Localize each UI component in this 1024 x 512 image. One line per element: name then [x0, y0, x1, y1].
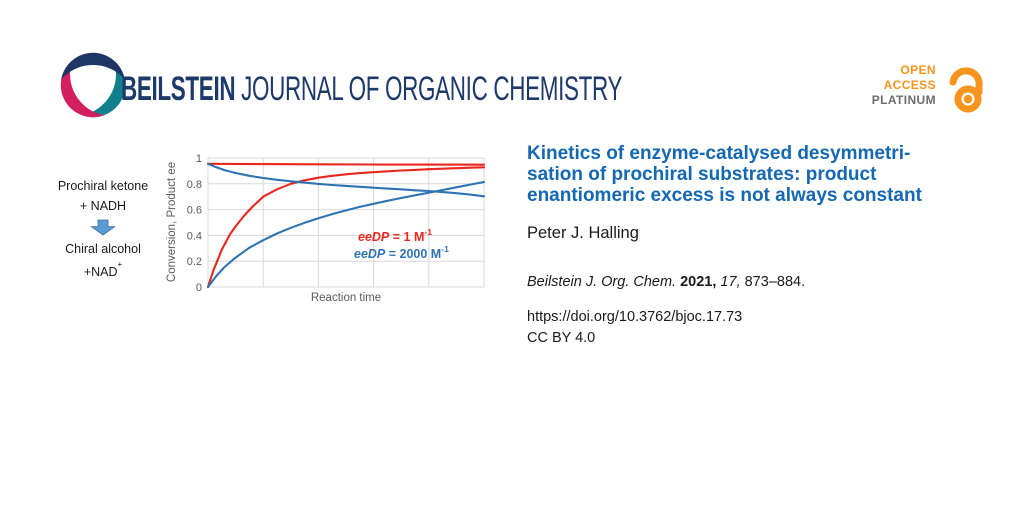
title-line-1: Kinetics of enzyme-catalysed desymmetri-: [527, 143, 911, 164]
svg-text:0.2: 0.2: [187, 256, 202, 268]
y-axis-label: Conversion, Product ee: [166, 161, 178, 283]
chart-plot-area: 0 0.2 0.4 0.6 0.8 1: [187, 153, 486, 294]
citation-year: 2021,: [676, 274, 717, 290]
article-title: Kinetics of enzyme-catalysed desymmetri-…: [527, 143, 972, 206]
citation-volume: 17,: [716, 274, 741, 290]
title-line-2: sation of prochiral substrates: product: [527, 164, 877, 185]
open-access-line2: ACCESS: [883, 78, 936, 92]
reactant-line-2: + NADH: [79, 199, 127, 213]
title-line-3: enantiomeric excess is not always consta…: [527, 185, 922, 206]
open-access-line3: PLATINUM: [871, 93, 936, 107]
svg-text:0: 0: [196, 282, 202, 294]
product-line-1: Chiral alcohol: [65, 242, 141, 256]
open-access-lock-icon: [949, 67, 983, 113]
open-access-badge: OPEN ACCESS PLATINUM: [820, 63, 936, 108]
svg-text:1: 1: [196, 153, 202, 165]
legend-entry-red: eeDP = 1 M-1: [358, 227, 432, 245]
citation: Beilstein J. Org. Chem. 2021, 17, 873–88…: [527, 274, 805, 290]
down-arrow-icon: [90, 219, 116, 236]
product-line-2: +NAD+: [83, 260, 123, 280]
svg-text:0.8: 0.8: [187, 179, 202, 191]
x-axis-label: Reaction time: [310, 292, 382, 304]
svg-text:0.4: 0.4: [187, 230, 202, 242]
doi-link: https://doi.org/10.3762/bjoc.17.73: [527, 309, 743, 325]
svg-text:0.6: 0.6: [187, 205, 202, 217]
open-access-line1: OPEN: [900, 63, 936, 77]
reactant-line-1: Prochiral ketone: [57, 179, 149, 193]
license-label: CC BY 4.0: [527, 330, 596, 346]
kinetics-chart: 0 0.2 0.4 0.6 0.8 1 Conversion, Product ee Re…: [160, 136, 512, 312]
citation-journal: Beilstein J. Org. Chem.: [527, 274, 677, 290]
article-info: Kinetics of enzyme-catalysed desymmetri-…: [527, 143, 972, 346]
journal-name-bold: BEILSTEIN: [121, 70, 236, 108]
nad-plus-superscript: +: [117, 260, 123, 269]
beilstein-logo-swirl-icon: [60, 52, 126, 118]
author-name: Peter J. Halling: [527, 224, 639, 242]
reaction-scheme: Prochiral ketone + NADH Chiral alcohol +…: [40, 176, 166, 282]
journal-masthead: BEILSTEIN JOURNAL OF ORGANIC CHEMISTRY: [121, 72, 622, 106]
legend-entry-blue: eeDP = 2000 M-1: [354, 244, 449, 262]
journal-name-light: JOURNAL OF ORGANIC CHEMISTRY: [235, 70, 623, 108]
citation-pages: 873–884.: [740, 274, 806, 290]
